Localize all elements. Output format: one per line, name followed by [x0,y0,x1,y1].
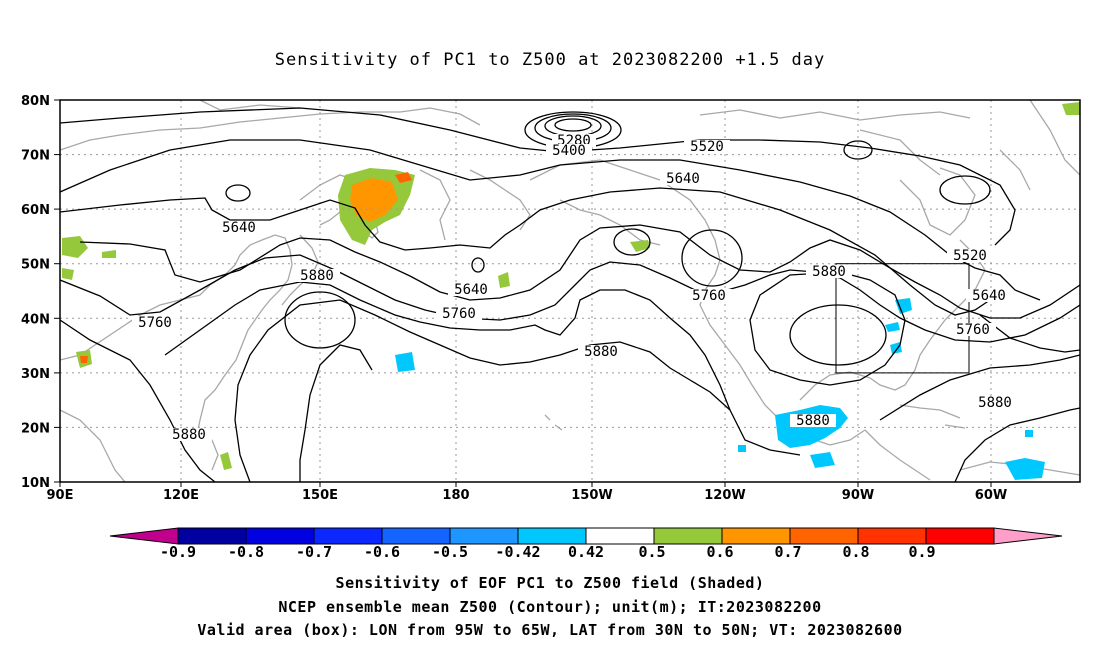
colorbar-arrow-high [993,527,1063,545]
colorbar-label: 0.9 [908,543,935,561]
colorbar-label: -0.8 [228,543,264,561]
lon-label: 90E [47,488,74,503]
latitude-labels: 80N 70N 60N 50N 40N 30N 20N 10N [21,94,50,491]
colorbar-swatch [585,527,655,545]
lat-label: 30N [21,367,50,382]
caption-shading: Sensitivity of EOF PC1 to Z500 field (Sh… [335,574,765,592]
colorbar-swatch [857,527,927,545]
colorbar-swatch [721,527,791,545]
contour-label: 5880 [978,395,1012,411]
lon-label: 90W [842,488,874,503]
axis-ticks [54,99,992,487]
valid-area-box [835,263,970,374]
colorbar-swatch [177,527,247,545]
lat-label: 60N [21,203,50,218]
lon-label: 120W [704,488,745,503]
contour-label: 5880 [584,344,618,360]
lat-label: 70N [21,149,50,164]
contour-label: 5640 [222,220,256,236]
colorbar-swatch [925,527,995,545]
contour-labels: 5280 5400 5520 5640 5640 5640 5640 5520 … [132,133,1018,443]
colorbar-swatch [381,527,451,545]
longitude-labels: 90E 120E 150E 180 150W 120W 90W 60W [47,488,1008,503]
colorbar-swatch [313,527,383,545]
colorbar-swatch [653,527,723,545]
colorbar-label: -0.7 [296,543,332,561]
colorbar-label: -0.42 [495,543,540,561]
contour-label: 5880 [300,268,334,284]
colorbar-label: 0.7 [774,543,801,561]
contour-label: 5520 [690,139,724,155]
colorbar-label: 0.8 [842,543,869,561]
contour-label: 5640 [972,288,1006,304]
colorbar-label: 0.42 [568,543,604,561]
colorbar-labels: -0.9 -0.8 -0.7 -0.6 -0.5 -0.42 0.42 0.5 … [160,543,936,561]
contour-label: 5400 [552,143,586,159]
colorbar-label: 0.6 [706,543,733,561]
lon-label: 120E [163,488,199,503]
colorbar-swatch [449,527,519,545]
map-title: Sensitivity of PC1 to Z500 at 2023082200… [274,50,826,70]
colorbar-swatch [245,527,315,545]
colorbar-arrow-low [109,527,179,545]
map-frame [59,99,1081,483]
lat-label: 10N [21,476,50,491]
contour-label: 5880 [172,427,206,443]
z500-contours [60,107,1080,482]
caption-valid-area: Valid area (box): LON from 95W to 65W, L… [197,621,903,639]
colorbar-label: -0.6 [364,543,400,561]
contour-label: 5880 [812,264,846,280]
lon-label: 60W [975,488,1007,503]
lon-label: 150W [571,488,612,503]
colorbar-swatch [517,527,587,545]
colorbar-label: -0.5 [432,543,468,561]
contour-label: 5880 [796,413,830,429]
colorbar-label: 0.5 [638,543,665,561]
contour-label: 5760 [442,306,476,322]
contour-label: 5760 [138,315,172,331]
colorbar-swatch [789,527,859,545]
contour-label: 5640 [454,282,488,298]
lat-label: 40N [21,312,50,327]
contour-label: 5760 [956,322,990,338]
lat-label: 50N [21,258,50,273]
colorbar [109,527,1063,545]
contour-label: 5640 [666,171,700,187]
contour-label: 5520 [953,248,987,264]
lat-label: 20N [21,421,50,436]
caption-contour: NCEP ensemble mean Z500 (Contour); unit(… [278,598,822,616]
contour-label: 5760 [692,288,726,304]
lon-label: 180 [442,488,469,503]
lon-label: 150E [302,488,338,503]
lat-label: 80N [21,94,50,109]
colorbar-label: -0.9 [160,543,196,561]
